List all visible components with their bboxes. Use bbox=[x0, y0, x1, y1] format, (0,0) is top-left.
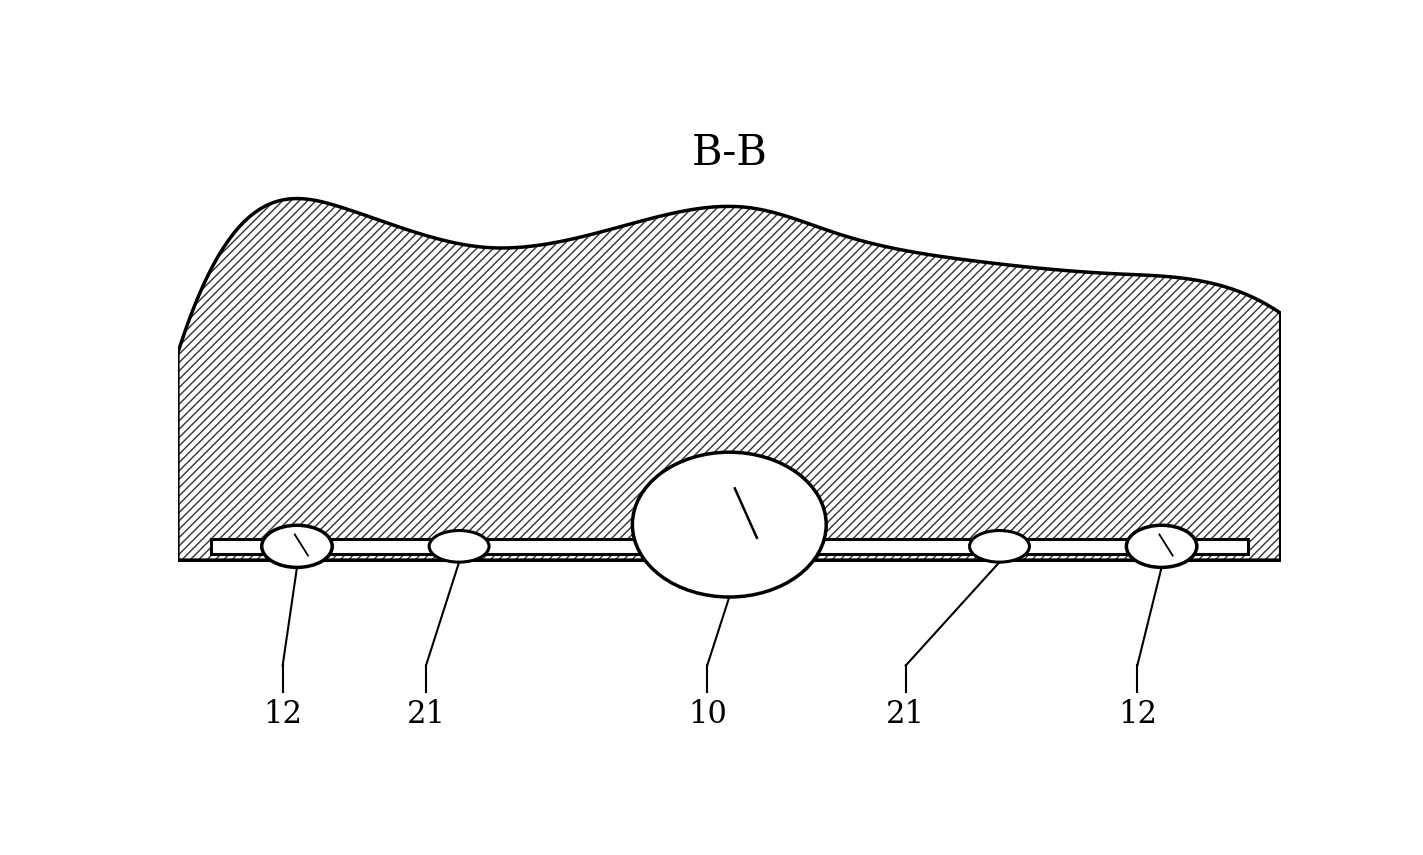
Text: 21: 21 bbox=[887, 699, 925, 730]
Polygon shape bbox=[178, 198, 1281, 560]
Bar bbox=[211, 540, 1248, 553]
Ellipse shape bbox=[262, 525, 332, 568]
Ellipse shape bbox=[430, 530, 490, 562]
Text: 12: 12 bbox=[263, 699, 302, 730]
Ellipse shape bbox=[1127, 525, 1197, 568]
Text: B-B: B-B bbox=[692, 133, 767, 174]
Text: 12: 12 bbox=[1118, 699, 1157, 730]
Text: 21: 21 bbox=[407, 699, 445, 730]
Ellipse shape bbox=[632, 452, 827, 597]
Ellipse shape bbox=[969, 530, 1029, 562]
Text: 10: 10 bbox=[687, 699, 727, 730]
